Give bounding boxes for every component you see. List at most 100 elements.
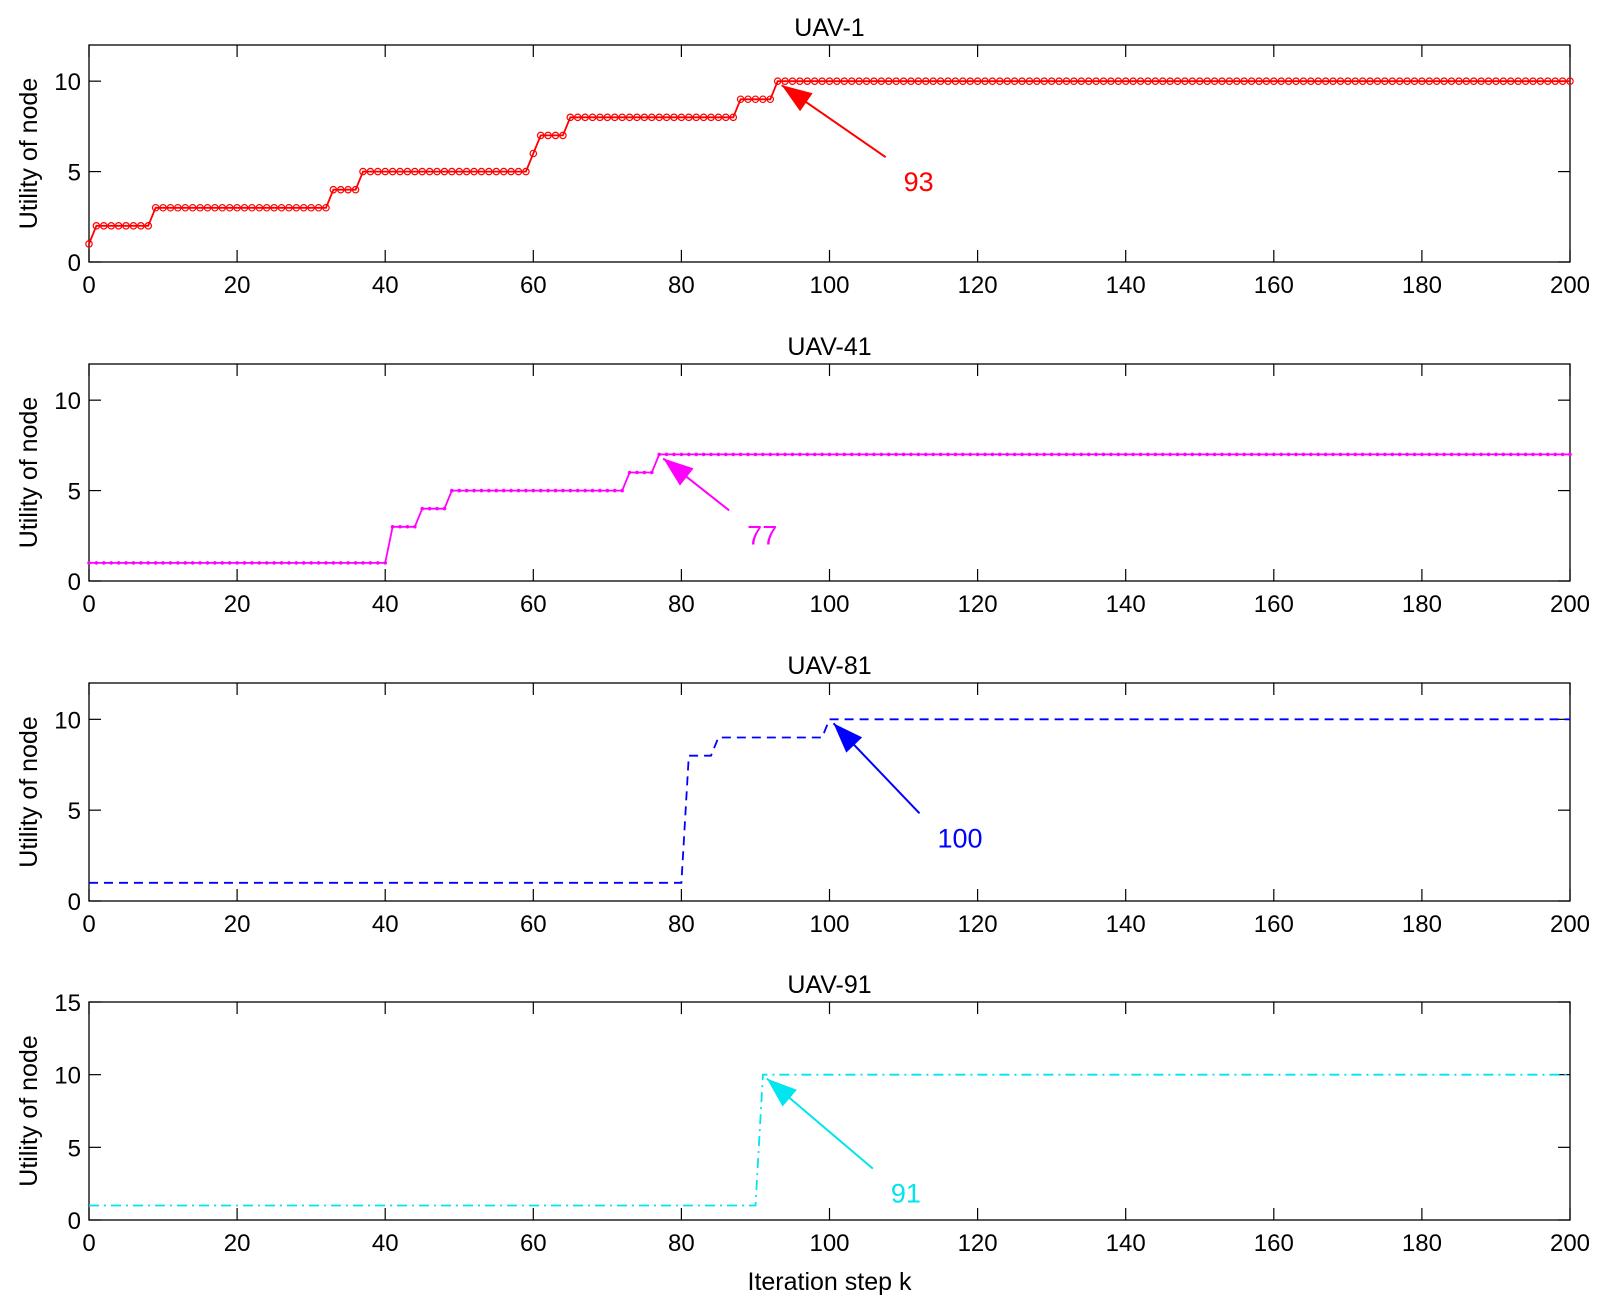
data-point bbox=[1508, 452, 1513, 457]
data-point bbox=[694, 452, 699, 457]
data-point bbox=[670, 113, 678, 122]
data-point bbox=[1486, 452, 1491, 457]
data-point bbox=[1292, 77, 1300, 85]
data-point bbox=[457, 488, 462, 493]
data-point bbox=[1197, 452, 1202, 457]
panel-1: UAV-1 0 20 40 60 80 100 120 140 160 180 200 0 5 10 Util… bbox=[15, 14, 1590, 299]
data-point bbox=[524, 488, 528, 493]
data-point bbox=[1368, 452, 1372, 457]
data-point bbox=[642, 470, 647, 475]
data-point bbox=[309, 561, 313, 565]
data-point bbox=[1346, 452, 1350, 457]
data-point bbox=[129, 222, 138, 230]
data-point bbox=[568, 488, 573, 493]
data-point bbox=[1062, 77, 1071, 85]
data-point bbox=[1477, 77, 1485, 85]
data-point bbox=[242, 561, 247, 565]
data-point bbox=[1521, 77, 1530, 85]
data-point bbox=[1375, 452, 1380, 457]
data-point bbox=[1033, 77, 1041, 85]
data-point bbox=[87, 561, 91, 565]
data-point bbox=[872, 452, 876, 457]
data-point bbox=[250, 561, 254, 565]
data-point bbox=[1225, 77, 1234, 85]
x-tick-label: 160 bbox=[1254, 591, 1294, 618]
data-point bbox=[440, 167, 449, 176]
data-point bbox=[709, 452, 713, 457]
data-point bbox=[590, 488, 595, 493]
data-point bbox=[1234, 452, 1239, 457]
data-point bbox=[1072, 452, 1076, 457]
data-point bbox=[849, 452, 854, 457]
data-point bbox=[1462, 77, 1471, 85]
data-point bbox=[1084, 77, 1093, 85]
annotation-arrowhead bbox=[781, 85, 813, 112]
data-point bbox=[664, 452, 669, 457]
data-point bbox=[1020, 452, 1024, 457]
data-point bbox=[1440, 77, 1448, 85]
data-point bbox=[899, 77, 908, 85]
data-point bbox=[425, 167, 434, 176]
data-point bbox=[803, 77, 812, 85]
data-point bbox=[657, 452, 661, 457]
data-point bbox=[633, 113, 641, 122]
data-point bbox=[1351, 77, 1360, 85]
data-point bbox=[272, 561, 276, 565]
data-point bbox=[1353, 452, 1358, 457]
data-point bbox=[998, 452, 1002, 457]
data-point bbox=[929, 77, 937, 85]
data-point bbox=[598, 488, 602, 493]
panel-3: UAV-81 0 20 40 60 80 100 120 140 160 180 200 0 5 10 Uti… bbox=[15, 652, 1590, 938]
annotation-arrowhead bbox=[663, 458, 694, 486]
data-point bbox=[1249, 452, 1254, 457]
data-point bbox=[220, 561, 225, 565]
data-point bbox=[205, 561, 210, 565]
data-point bbox=[270, 203, 278, 212]
data-point bbox=[983, 452, 987, 457]
data-point bbox=[102, 561, 106, 565]
data-point bbox=[316, 561, 321, 565]
y-tick-label: 10 bbox=[54, 69, 81, 96]
data-point bbox=[1329, 77, 1337, 85]
plot-area bbox=[88, 1001, 1571, 1221]
x-tick-label: 100 bbox=[809, 591, 849, 618]
data-point bbox=[1153, 452, 1158, 457]
data-point bbox=[827, 452, 832, 457]
data-point bbox=[1158, 77, 1167, 85]
data-point bbox=[262, 203, 271, 212]
x-tick-label: 120 bbox=[958, 591, 998, 618]
x-tick-label: 0 bbox=[82, 1230, 95, 1257]
y-tick-label: 10 bbox=[54, 707, 81, 734]
x-tick-label: 160 bbox=[1254, 911, 1294, 938]
data-point bbox=[336, 185, 345, 194]
data-point bbox=[1107, 77, 1115, 85]
y-tick-label: 5 bbox=[68, 1135, 81, 1162]
data-point bbox=[124, 561, 128, 565]
y-tick-label: 0 bbox=[68, 889, 81, 916]
data-point bbox=[1331, 452, 1335, 457]
data-point bbox=[1129, 77, 1137, 85]
data-point bbox=[729, 113, 738, 122]
data-point bbox=[299, 203, 308, 212]
x-tick-label: 40 bbox=[372, 911, 399, 938]
y-tick-label: 10 bbox=[54, 1063, 81, 1090]
data-point bbox=[198, 561, 202, 565]
data-point bbox=[114, 222, 123, 230]
data-point bbox=[472, 488, 476, 493]
data-point bbox=[914, 77, 923, 85]
data-point bbox=[176, 561, 180, 565]
data-point bbox=[825, 77, 834, 85]
x-tick-label: 200 bbox=[1550, 1230, 1590, 1257]
data-point bbox=[553, 488, 558, 493]
data-point bbox=[588, 113, 597, 122]
data-point bbox=[1284, 77, 1293, 85]
data-point bbox=[1442, 452, 1446, 457]
data-point bbox=[818, 77, 826, 85]
data-point bbox=[1425, 77, 1434, 85]
data-point bbox=[131, 561, 136, 565]
data-point bbox=[805, 452, 810, 457]
data-point bbox=[396, 167, 404, 176]
data-point bbox=[420, 506, 425, 511]
data-point bbox=[894, 452, 898, 457]
data-point bbox=[1432, 77, 1441, 85]
